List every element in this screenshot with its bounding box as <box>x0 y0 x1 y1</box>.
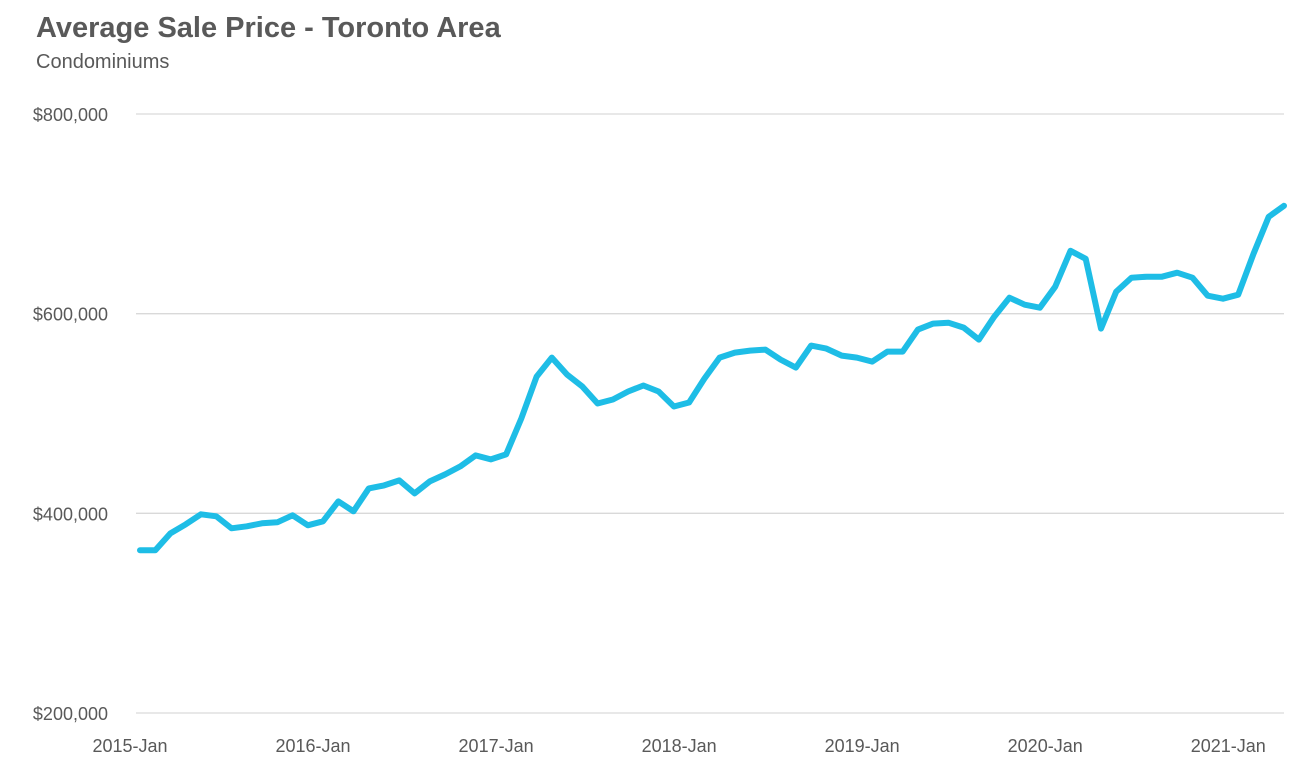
x-tick-label: 2020-Jan <box>1008 736 1083 756</box>
x-tick-label: 2021-Jan <box>1191 736 1266 756</box>
x-tick-label: 2019-Jan <box>825 736 900 756</box>
x-tick-label: 2018-Jan <box>642 736 717 756</box>
series-line <box>137 202 1287 554</box>
x-tick-label: 2016-Jan <box>276 736 351 756</box>
chart-title: Average Sale Price - Toronto Area <box>36 12 501 44</box>
y-tick-label: $200,000 <box>33 704 108 724</box>
series-layer <box>137 202 1287 554</box>
y-tick-label: $800,000 <box>33 105 108 125</box>
y-axis-tick-labels: $200,000 $400,000 $600,000 $800,000 <box>33 105 108 724</box>
y-tick-label: $400,000 <box>33 504 108 524</box>
chart-subtitle: Condominiums <box>36 51 170 73</box>
gridlines <box>136 113 1284 714</box>
x-tick-label: 2017-Jan <box>459 736 534 756</box>
y-tick-label: $600,000 <box>33 305 108 325</box>
x-axis-tick-labels: 2015-Jan 2016-Jan 2017-Jan 2018-Jan 2019-Jan… <box>92 736 1265 756</box>
x-tick-label: 2015-Jan <box>92 736 167 756</box>
